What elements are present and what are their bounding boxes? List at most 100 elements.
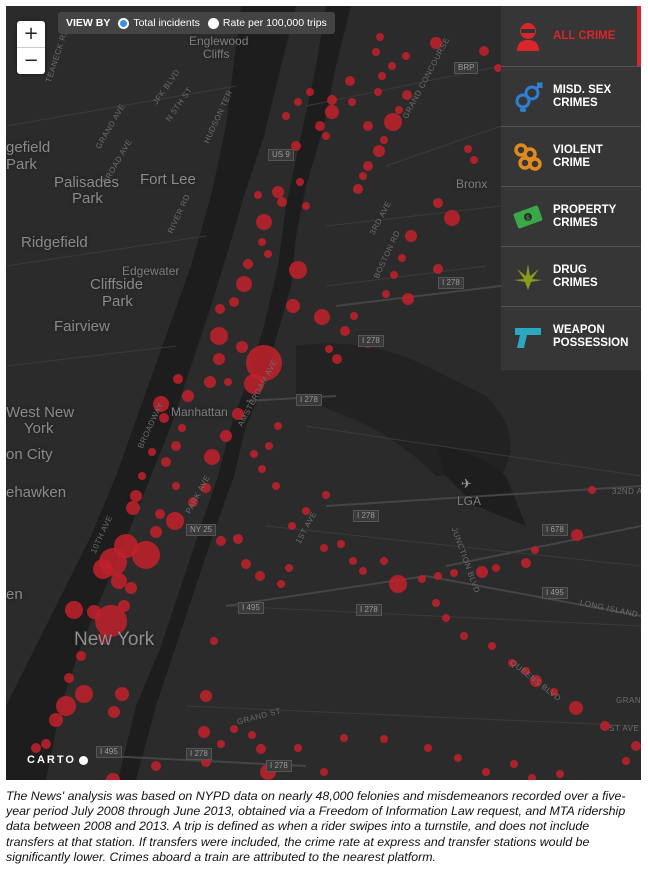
station-dot[interactable]: [390, 271, 398, 279]
subway-crime-map[interactable]: Englewood Cliffs gefield Park Palisades …: [6, 6, 641, 780]
station-dot[interactable]: [161, 457, 171, 467]
station-dot[interactable]: [510, 760, 518, 768]
filter-property-crimes[interactable]: $ PROPERTY CRIMES: [501, 186, 641, 246]
station-dot[interactable]: [380, 557, 388, 565]
station-dot[interactable]: [150, 526, 162, 538]
station-dot[interactable]: [531, 546, 539, 554]
station-dot[interactable]: [337, 540, 345, 548]
station-dot[interactable]: [31, 743, 41, 753]
station-dot[interactable]: [204, 376, 216, 388]
station-dot[interactable]: [265, 442, 273, 450]
station-dot[interactable]: [126, 501, 140, 515]
station-dot[interactable]: [248, 731, 256, 739]
station-dot[interactable]: [363, 161, 373, 171]
option-rate-per-trips[interactable]: Rate per 100,000 trips: [222, 17, 327, 29]
station-dot[interactable]: [217, 740, 225, 748]
station-dot[interactable]: [272, 186, 284, 198]
station-dot[interactable]: [291, 141, 301, 151]
station-dot[interactable]: [130, 490, 142, 502]
station-dot[interactable]: [345, 76, 355, 86]
station-dot[interactable]: [236, 341, 248, 353]
zoom-out-button[interactable]: −: [17, 47, 45, 74]
station-dot[interactable]: [373, 145, 385, 157]
station-dot[interactable]: [622, 757, 630, 765]
filter-drug-crimes[interactable]: DRUG CRIMES: [501, 246, 641, 306]
station-dot[interactable]: [172, 482, 180, 490]
zoom-in-button[interactable]: +: [23, 23, 39, 44]
station-dot[interactable]: [138, 472, 146, 480]
station-dot[interactable]: [327, 95, 337, 105]
station-dot[interactable]: [320, 544, 328, 552]
station-dot[interactable]: [418, 575, 426, 583]
station-dot[interactable]: [382, 290, 390, 298]
station-dot[interactable]: [454, 754, 462, 762]
station-dot[interactable]: [388, 62, 396, 70]
station-dot[interactable]: [306, 88, 314, 96]
station-dot[interactable]: [476, 566, 488, 578]
station-dot[interactable]: [178, 424, 186, 432]
station-dot[interactable]: [272, 482, 280, 490]
station-dot[interactable]: [434, 572, 442, 580]
station-dot[interactable]: [241, 559, 251, 569]
filter-misd-sex-crimes[interactable]: MISD. SEX CRIMES: [501, 66, 641, 126]
station-dot[interactable]: [470, 156, 478, 164]
station-dot[interactable]: [256, 744, 266, 754]
station-dot[interactable]: [444, 210, 460, 226]
station-dot[interactable]: [378, 72, 386, 80]
station-dot[interactable]: [250, 450, 258, 458]
station-dot[interactable]: [182, 390, 194, 402]
station-dot[interactable]: [325, 345, 333, 353]
station-dot[interactable]: [166, 512, 184, 530]
station-dot[interactable]: [372, 48, 380, 56]
station-dot[interactable]: [325, 105, 339, 119]
carto-attribution[interactable]: CARTO: [27, 754, 88, 766]
station-dot[interactable]: [389, 575, 407, 593]
station-dot[interactable]: [173, 374, 183, 384]
station-dot[interactable]: [424, 744, 432, 752]
station-dot[interactable]: [286, 299, 300, 313]
station-dot[interactable]: [258, 465, 266, 473]
station-dot[interactable]: [550, 688, 558, 696]
station-dot[interactable]: [132, 541, 160, 569]
station-dot[interactable]: [294, 744, 302, 752]
station-dot[interactable]: [236, 276, 252, 292]
station-dot[interactable]: [359, 172, 367, 180]
station-dot[interactable]: [254, 191, 262, 199]
station-dot[interactable]: [348, 98, 356, 106]
station-dot[interactable]: [155, 509, 165, 519]
station-dot[interactable]: [588, 486, 596, 494]
station-dot[interactable]: [115, 687, 129, 701]
station-dot[interactable]: [521, 558, 531, 568]
station-dot[interactable]: [56, 696, 76, 716]
station-dot[interactable]: [508, 659, 516, 667]
station-dot[interactable]: [98, 632, 110, 644]
station-dot[interactable]: [49, 713, 63, 727]
station-dot[interactable]: [232, 408, 244, 420]
station-dot[interactable]: [340, 326, 350, 336]
station-dot[interactable]: [350, 312, 358, 320]
station-dot[interactable]: [215, 304, 225, 314]
station-dot[interactable]: [111, 573, 127, 589]
station-dot[interactable]: [288, 522, 296, 530]
station-dot[interactable]: [244, 374, 264, 394]
station-dot[interactable]: [314, 309, 330, 325]
station-dot[interactable]: [430, 37, 442, 49]
station-dot[interactable]: [108, 706, 120, 718]
station-dot[interactable]: [220, 430, 232, 442]
station-dot[interactable]: [210, 637, 218, 645]
station-dot[interactable]: [294, 98, 302, 106]
station-dot[interactable]: [380, 136, 388, 144]
station-dot[interactable]: [433, 198, 443, 208]
station-dot[interactable]: [433, 264, 443, 274]
station-dot[interactable]: [277, 197, 287, 207]
station-dot[interactable]: [93, 559, 113, 579]
station-dot[interactable]: [405, 230, 417, 242]
station-dot[interactable]: [75, 685, 93, 703]
station-dot[interactable]: [522, 667, 530, 675]
station-dot[interactable]: [198, 726, 210, 738]
filter-violent-crime[interactable]: VIOLENT CRIME: [501, 126, 641, 186]
station-dot[interactable]: [230, 725, 238, 733]
station-dot[interactable]: [188, 497, 198, 507]
station-dot[interactable]: [353, 184, 363, 194]
station-dot[interactable]: [246, 345, 282, 381]
